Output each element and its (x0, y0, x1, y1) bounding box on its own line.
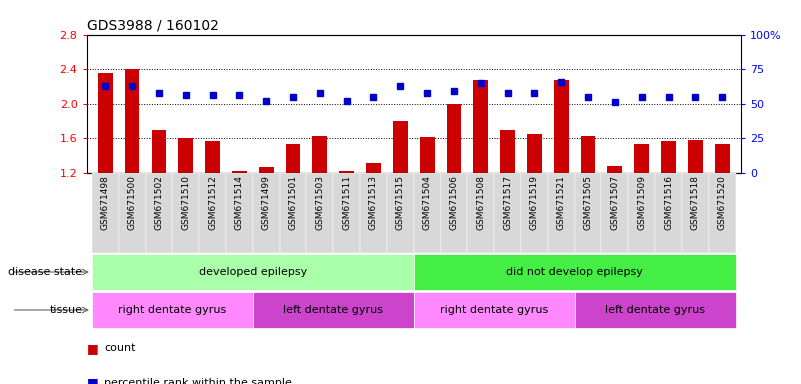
Text: ■: ■ (87, 376, 99, 384)
Bar (467, 173, 494, 253)
Bar (387, 173, 414, 253)
Bar (655, 173, 682, 253)
Bar (146, 173, 172, 253)
Text: disease state: disease state (8, 267, 83, 277)
Text: GSM671514: GSM671514 (235, 175, 244, 230)
Text: count: count (104, 343, 135, 353)
Bar (92, 292, 253, 328)
Bar (360, 173, 387, 253)
Bar (628, 173, 655, 253)
Bar (340, 171, 354, 173)
Text: GSM671500: GSM671500 (127, 175, 137, 230)
Bar (226, 173, 253, 253)
Bar (119, 173, 146, 253)
Bar (333, 173, 360, 253)
Bar (447, 104, 461, 173)
Text: GSM671516: GSM671516 (664, 175, 673, 230)
Bar (682, 173, 709, 253)
Text: GSM671503: GSM671503 (316, 175, 324, 230)
Text: GSM671501: GSM671501 (288, 175, 297, 230)
Bar (92, 254, 414, 290)
Bar (441, 173, 467, 253)
Bar (253, 292, 413, 328)
Text: GSM671517: GSM671517 (503, 175, 512, 230)
Text: GDS3988 / 160102: GDS3988 / 160102 (87, 18, 219, 32)
Text: GSM671507: GSM671507 (610, 175, 619, 230)
Bar (553, 80, 569, 173)
Bar (688, 140, 702, 173)
Text: left dentate gyrus: left dentate gyrus (284, 305, 383, 315)
Text: GSM671499: GSM671499 (262, 175, 271, 230)
Bar (574, 292, 735, 328)
Bar (205, 141, 220, 173)
Text: GSM671508: GSM671508 (477, 175, 485, 230)
Text: did not develop epilepsy: did not develop epilepsy (506, 267, 643, 277)
Text: GSM671519: GSM671519 (530, 175, 539, 230)
Bar (661, 141, 676, 173)
Bar (232, 171, 247, 173)
Bar (714, 144, 730, 173)
Text: right dentate gyrus: right dentate gyrus (440, 305, 549, 315)
Bar (92, 173, 119, 253)
Bar (151, 130, 167, 173)
Text: GSM671518: GSM671518 (690, 175, 700, 230)
Bar (473, 80, 488, 173)
Bar (548, 173, 574, 253)
Bar (179, 138, 193, 173)
Bar (393, 121, 408, 173)
Bar (581, 136, 595, 173)
Bar (98, 73, 113, 173)
Bar (312, 136, 328, 173)
Bar (286, 144, 300, 173)
Text: GSM671513: GSM671513 (369, 175, 378, 230)
Text: GSM671521: GSM671521 (557, 175, 566, 230)
Text: GSM671520: GSM671520 (718, 175, 727, 230)
Bar (307, 173, 333, 253)
Text: GSM671511: GSM671511 (342, 175, 351, 230)
Text: tissue: tissue (50, 305, 83, 315)
Text: GSM671515: GSM671515 (396, 175, 405, 230)
Bar (607, 166, 622, 173)
Bar (527, 134, 541, 173)
Text: GSM671498: GSM671498 (101, 175, 110, 230)
Bar (259, 167, 274, 173)
Text: percentile rank within the sample: percentile rank within the sample (104, 378, 292, 384)
Bar (253, 173, 280, 253)
Text: GSM671505: GSM671505 (584, 175, 593, 230)
Bar (280, 173, 307, 253)
Bar (521, 173, 548, 253)
Text: developed epilepsy: developed epilepsy (199, 267, 307, 277)
Text: GSM671504: GSM671504 (423, 175, 432, 230)
Text: GSM671506: GSM671506 (449, 175, 458, 230)
Bar (420, 137, 434, 173)
Bar (366, 162, 380, 173)
Text: right dentate gyrus: right dentate gyrus (119, 305, 227, 315)
Bar (602, 173, 628, 253)
Text: GSM671509: GSM671509 (637, 175, 646, 230)
Text: left dentate gyrus: left dentate gyrus (605, 305, 705, 315)
Text: GSM671510: GSM671510 (181, 175, 191, 230)
Bar (125, 69, 139, 173)
Text: GSM671502: GSM671502 (155, 175, 163, 230)
Bar (413, 292, 574, 328)
Text: ■: ■ (87, 342, 99, 355)
Bar (494, 173, 521, 253)
Bar (413, 254, 735, 290)
Bar (574, 173, 602, 253)
Bar (199, 173, 226, 253)
Text: GSM671512: GSM671512 (208, 175, 217, 230)
Bar (413, 173, 441, 253)
Bar (709, 173, 735, 253)
Bar (500, 130, 515, 173)
Bar (634, 144, 649, 173)
Bar (172, 173, 199, 253)
